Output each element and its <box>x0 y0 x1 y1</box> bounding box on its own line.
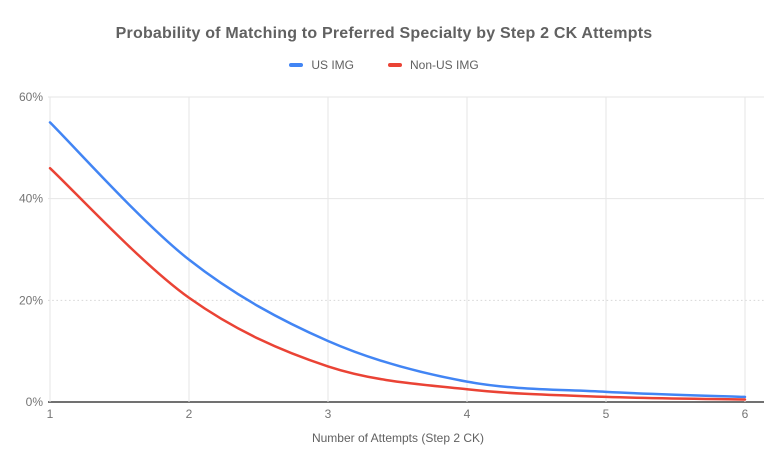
legend-item-us-img[interactable]: US IMG <box>289 58 354 72</box>
x-tick-label: 4 <box>464 407 471 421</box>
series-line-us-img[interactable] <box>48 121 747 399</box>
series-line-non-us-img[interactable] <box>48 166 747 401</box>
legend-item-non-us-img[interactable]: Non-US IMG <box>387 58 479 72</box>
x-tick-label: 5 <box>603 407 610 421</box>
chart-title: Probability of Matching to Preferred Spe… <box>115 25 653 42</box>
y-tick-label: 0% <box>26 395 44 409</box>
y-tick-label: 60% <box>19 90 43 104</box>
y-tick-label: 40% <box>19 192 43 206</box>
x-tick-label: 3 <box>325 407 332 421</box>
legend-label-us-img: US IMG <box>311 58 354 72</box>
legend: US IMG Non-US IMG <box>0 58 768 72</box>
us-img-line-swatch-icon <box>289 63 304 67</box>
x-tick-label: 2 <box>186 407 193 421</box>
y-tick-label: 20% <box>19 293 43 307</box>
x-axis-title: Number of Attempts (Step 2 CK) <box>311 431 485 445</box>
x-tick-label: 1 <box>47 407 54 421</box>
non-us-img-line-swatch-icon <box>387 63 402 67</box>
legend-label-non-us-img: Non-US IMG <box>409 58 479 72</box>
x-tick-label: 6 <box>742 407 749 421</box>
